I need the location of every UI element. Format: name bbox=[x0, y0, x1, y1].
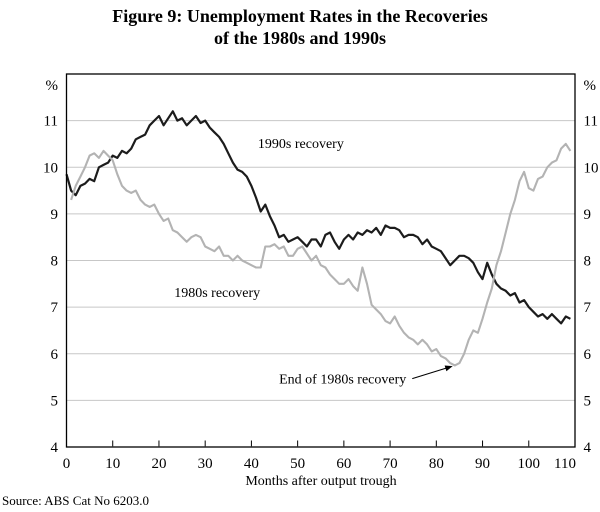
x-tick-label-0: 0 bbox=[63, 456, 71, 472]
y-tick-label-right-10: 10 bbox=[584, 160, 599, 176]
y-tick-label-left-9: 9 bbox=[51, 207, 59, 223]
x-tick-label-60: 60 bbox=[336, 456, 351, 472]
y-tick-label-left-6: 6 bbox=[51, 347, 59, 363]
gridlines bbox=[66, 120, 575, 401]
y-axis-unit-right: % bbox=[584, 78, 597, 94]
x-tick-label-10: 10 bbox=[105, 456, 120, 472]
series-line-1990s bbox=[65, 110, 571, 325]
x-tick-label-90: 90 bbox=[475, 456, 490, 472]
y-tick-label-right-6: 6 bbox=[584, 347, 592, 363]
y-tick-label-left-10: 10 bbox=[43, 160, 58, 176]
y-tick-label-right-8: 8 bbox=[584, 254, 592, 270]
annotation-end-of-1980s-recovery: End of 1980s recovery bbox=[279, 373, 406, 388]
annotation-arrowhead-end-of-1980s-recovery bbox=[444, 365, 453, 372]
y-axis-unit-left: % bbox=[46, 78, 59, 94]
y-tick-label-right-11: 11 bbox=[584, 114, 598, 130]
y-axis-tick-labels-left: 4 5 6 7 8 9 10 11 bbox=[43, 114, 59, 456]
x-axis-title: Months after output trough bbox=[245, 474, 396, 489]
y-tick-label-right-9: 9 bbox=[584, 207, 592, 223]
x-tick-label-80: 80 bbox=[429, 456, 444, 472]
y-tick-label-right-5: 5 bbox=[584, 393, 592, 409]
x-axis-tick-labels: 0 10 20 30 40 50 60 70 80 90 100 110 bbox=[63, 456, 576, 472]
source-note: Source: ABS Cat No 6203.0 bbox=[2, 493, 149, 508]
plot-area-border bbox=[65, 73, 576, 448]
data-series bbox=[65, 110, 572, 367]
x-tick-label-20: 20 bbox=[151, 456, 166, 472]
x-axis-ticks bbox=[112, 440, 530, 447]
y-tick-label-right-7: 7 bbox=[584, 300, 592, 316]
x-tick-label-50: 50 bbox=[290, 456, 305, 472]
figure-title-line2: of the 1980s and 1990s bbox=[213, 28, 387, 48]
chart-annotations: 1990s recovery 1980s recovery End of 1980s… bbox=[174, 137, 453, 388]
x-tick-label-40: 40 bbox=[244, 456, 259, 472]
y-tick-label-left-7: 7 bbox=[51, 300, 59, 316]
y-tick-label-left-11: 11 bbox=[44, 114, 58, 130]
y-tick-label-left-4: 4 bbox=[51, 440, 59, 456]
x-tick-label-100: 100 bbox=[518, 456, 541, 472]
annotation-arrow-end-of-1980s-recovery bbox=[412, 366, 450, 380]
y-axis-tick-labels-right: 4 5 6 7 8 9 10 11 bbox=[584, 114, 599, 456]
x-tick-label-110: 110 bbox=[554, 456, 576, 472]
figure-title: Figure 9: Unemployment Rates in the Reco… bbox=[0, 5, 600, 49]
x-tick-label-70: 70 bbox=[383, 456, 398, 472]
series-line-1980s bbox=[70, 142, 572, 367]
figure-title-line1: Figure 9: Unemployment Rates in the Reco… bbox=[112, 6, 488, 26]
y-tick-label-right-4: 4 bbox=[584, 440, 592, 456]
x-tick-label-30: 30 bbox=[198, 456, 213, 472]
y-tick-label-left-5: 5 bbox=[51, 393, 59, 409]
annotation-label-1980s: 1980s recovery bbox=[174, 286, 260, 301]
annotation-label-1990s: 1990s recovery bbox=[258, 137, 344, 152]
y-tick-label-left-8: 8 bbox=[51, 254, 59, 270]
